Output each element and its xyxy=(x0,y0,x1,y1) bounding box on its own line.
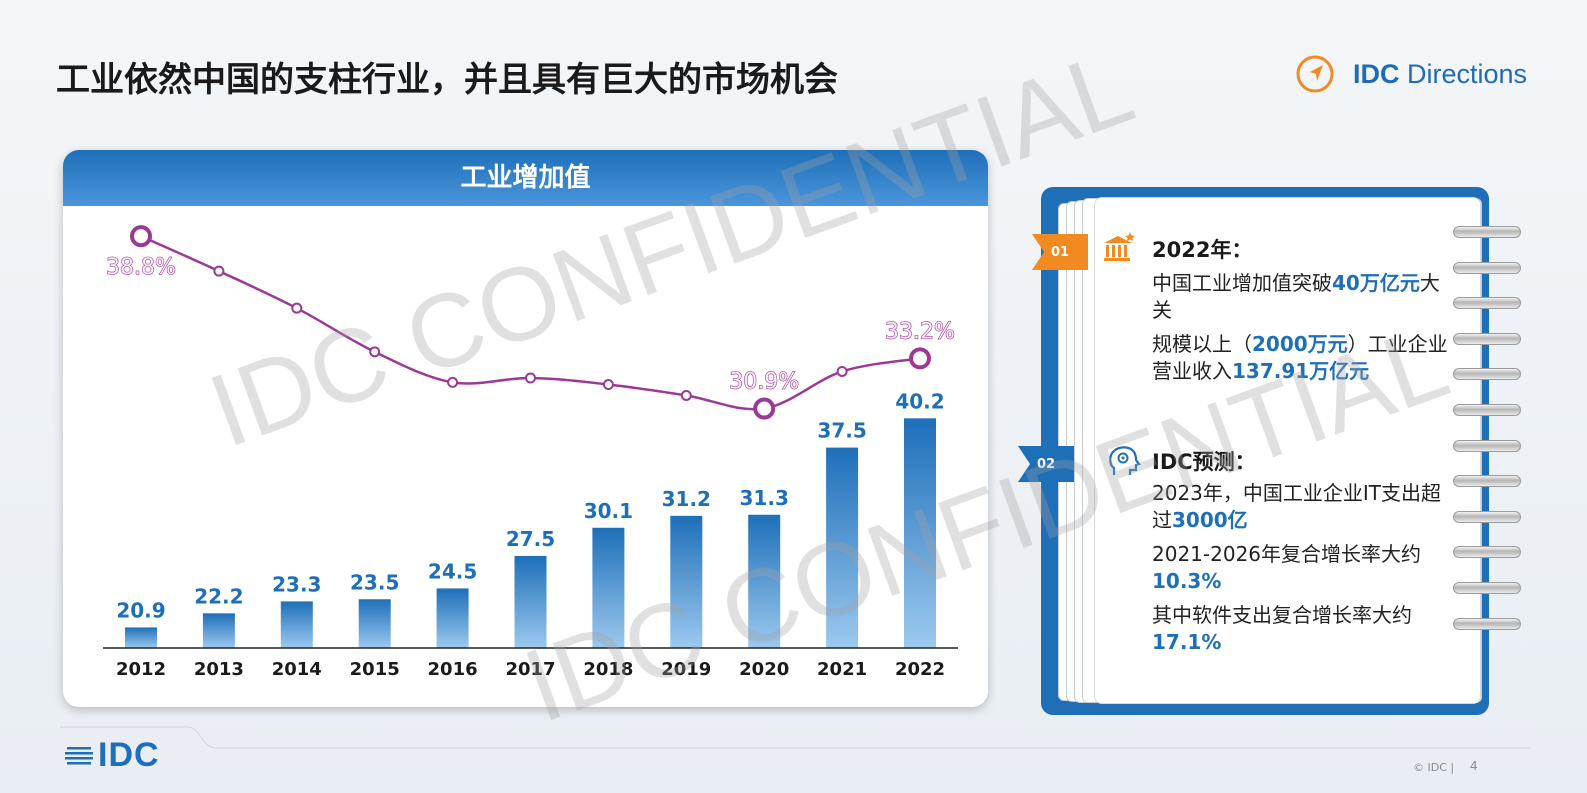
bar xyxy=(125,627,157,648)
x-tick-label: 2021 xyxy=(817,659,867,680)
section2-heading: IDC预测： xyxy=(1152,450,1256,474)
chart-card: 工业增加值 20.9 22.2 23.3 23.5 24.5 27.5 30.1 31.2 31… xyxy=(63,150,988,707)
bar-value-label: 31.2 xyxy=(662,487,711,511)
ring xyxy=(1453,297,1521,310)
line-point xyxy=(525,372,536,384)
bar xyxy=(670,515,703,648)
line-point xyxy=(602,379,614,391)
bar xyxy=(358,599,391,648)
ring xyxy=(1453,226,1521,238)
ring xyxy=(1453,368,1521,381)
bar-value-label: 37.5 xyxy=(817,419,866,443)
page-number: 4 xyxy=(1470,759,1478,773)
ring xyxy=(1453,617,1521,630)
ring xyxy=(1453,510,1521,523)
line-point xyxy=(291,302,303,314)
bar xyxy=(592,527,625,648)
ring xyxy=(1453,475,1521,488)
bar-value-label: 23.5 xyxy=(350,570,399,594)
x-tick-label: 2013 xyxy=(194,659,244,680)
brand-name: IDC Directions xyxy=(1352,58,1527,89)
ring xyxy=(1453,261,1521,274)
x-tick-label: 2020 xyxy=(739,659,789,680)
line-point xyxy=(909,347,931,370)
page-title: 工业依然中国的支柱行业，并且具有巨大的市场机会 xyxy=(56,60,838,100)
notebook-page xyxy=(1094,197,1481,704)
bar-value-label: 20.9 xyxy=(116,598,165,622)
ring xyxy=(1453,332,1521,345)
bar-value-label: 23.3 xyxy=(272,572,321,596)
bar-value-label: 30.1 xyxy=(584,499,633,523)
line-value-label: 30.9% xyxy=(729,370,799,395)
line-point xyxy=(213,265,225,277)
x-tick-label: 2016 xyxy=(428,659,478,680)
chart-title: 工业增加值 xyxy=(63,150,988,206)
bar xyxy=(514,555,547,648)
footer-logo: IDC xyxy=(64,736,160,775)
bar-value-label: 27.5 xyxy=(506,527,555,551)
head-gear-icon xyxy=(1109,446,1141,475)
section2-line2: 2021-2026年复合增长率大约10.3% xyxy=(1152,542,1422,593)
bar-value-label: 22.2 xyxy=(194,584,243,608)
line-value-label: 38.8% xyxy=(106,255,176,280)
section1-line1: 中国工业增加值突破40万亿元大关 xyxy=(1152,271,1440,322)
section2-line1: 2023年，中国工业企业IT支出超过3000亿 xyxy=(1152,481,1442,532)
bank-icon xyxy=(1104,232,1135,261)
line-point xyxy=(369,346,381,358)
line-value-label: 33.2% xyxy=(885,319,955,344)
copyright: © IDC | xyxy=(1413,761,1455,774)
section2-line3: 其中软件支出复合增长率大约17.1% xyxy=(1152,603,1412,654)
bar xyxy=(202,613,235,648)
compass-icon xyxy=(1296,55,1334,93)
brand-logo: IDC Directions xyxy=(1295,54,1527,94)
bar-value-label: 40.2 xyxy=(895,389,944,413)
x-tick-label: 2017 xyxy=(505,659,555,680)
bar-value-label: 24.5 xyxy=(428,559,477,583)
x-tick-label: 2018 xyxy=(583,659,633,680)
ring xyxy=(1453,546,1521,559)
bar xyxy=(280,601,313,648)
line-point xyxy=(680,389,692,401)
ring xyxy=(1453,582,1521,594)
ring xyxy=(1453,439,1521,452)
line-point xyxy=(836,365,848,377)
bar xyxy=(436,588,469,648)
line-point xyxy=(753,397,776,420)
x-tick-label: 2019 xyxy=(661,659,711,680)
x-tick-label: 2015 xyxy=(350,659,400,680)
bar xyxy=(904,418,936,648)
ring xyxy=(1453,404,1521,416)
idc-globe-icon xyxy=(65,746,93,764)
bar-value-label: 31.3 xyxy=(740,486,789,510)
line-point xyxy=(447,376,459,388)
footer-divider xyxy=(60,726,1530,749)
tab-02: 02 xyxy=(1018,446,1074,482)
section1-heading: 2022年： xyxy=(1152,238,1253,262)
x-tick-label: 2022 xyxy=(895,659,945,680)
line-point xyxy=(130,225,152,248)
x-tick-label: 2012 xyxy=(116,659,166,680)
industrial-value-chart: 20.9 22.2 23.3 23.5 24.5 27.5 30.1 31.2 31.3 37.5… xyxy=(103,225,958,680)
bar xyxy=(826,447,859,648)
bar xyxy=(748,514,781,648)
x-tick-label: 2014 xyxy=(272,659,322,680)
section1-line2: 规模以上（2000万元）工业企业营业收入137.91万亿元 xyxy=(1152,332,1448,383)
